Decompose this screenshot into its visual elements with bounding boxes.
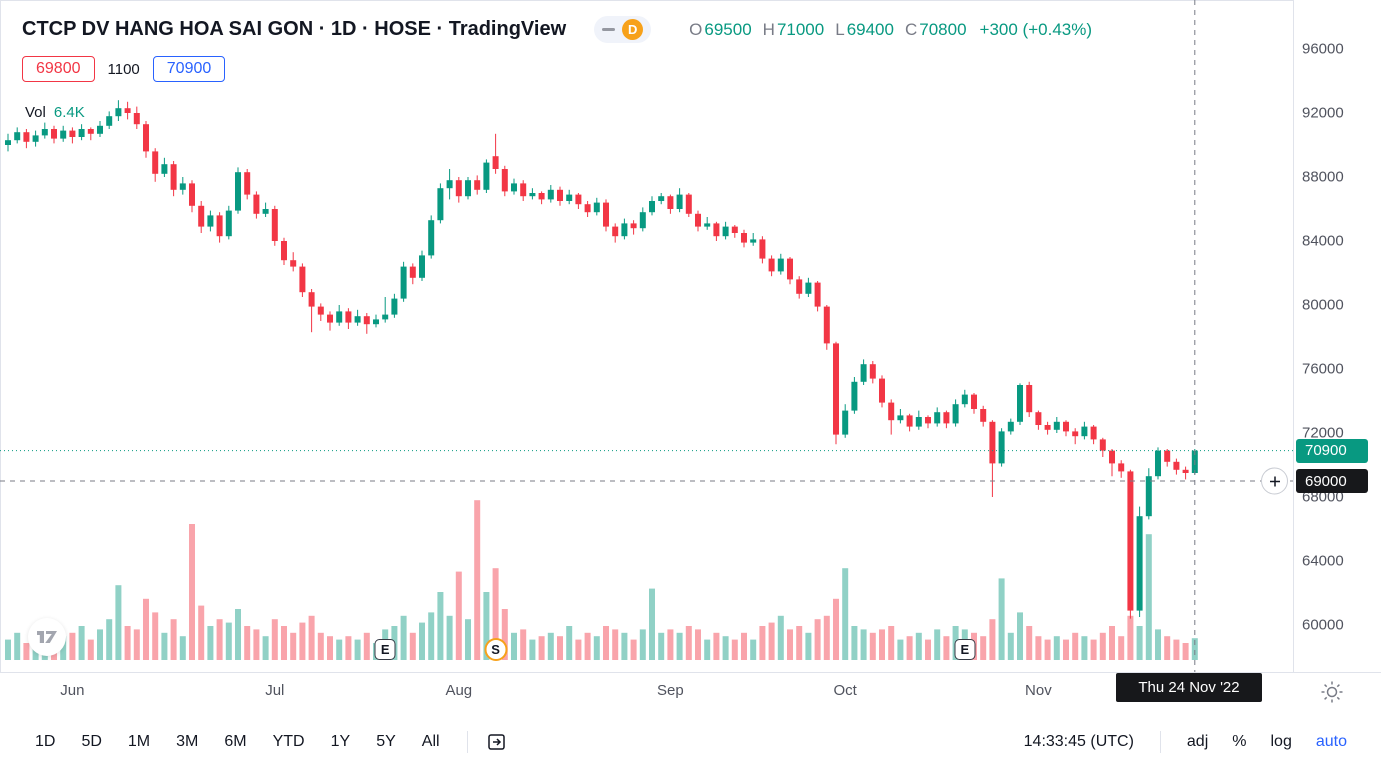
range-selector: 1D 5D 1M 3M 6M YTD 1Y 5Y All bbox=[22, 727, 453, 757]
volume-label[interactable]: Vol bbox=[25, 104, 46, 121]
divider bbox=[466, 731, 468, 753]
crosshair-date-badge: Thu 24 Nov '22 bbox=[1116, 673, 1262, 702]
tradingview-logo-glyph bbox=[37, 630, 57, 643]
ohlc-high: H 71000 bbox=[763, 20, 825, 40]
low-value: 69400 bbox=[846, 19, 894, 39]
close-label: C bbox=[904, 19, 918, 39]
range-5d[interactable]: 5D bbox=[81, 733, 102, 750]
range-1m[interactable]: 1M bbox=[127, 733, 151, 750]
price-tick: 64000 bbox=[1302, 552, 1344, 570]
price-chart-canvas[interactable] bbox=[0, 0, 1293, 672]
tradingview-logo[interactable] bbox=[28, 618, 66, 656]
high-label: H bbox=[762, 19, 775, 39]
ohlc-close: C 70800 bbox=[905, 20, 967, 40]
plus-icon bbox=[1269, 476, 1280, 486]
month-label-jul: Jul bbox=[265, 682, 285, 699]
earnings-marker[interactable]: E bbox=[954, 639, 976, 660]
settings-icon[interactable] bbox=[1318, 678, 1346, 706]
auto-toggle[interactable]: auto bbox=[1315, 733, 1347, 750]
range-5y[interactable]: 5Y bbox=[376, 733, 396, 750]
price-tick: 84000 bbox=[1302, 232, 1344, 250]
log-toggle[interactable]: log bbox=[1270, 733, 1292, 750]
interval-d-badge[interactable]: D bbox=[622, 19, 644, 40]
volume-value: 6.4K bbox=[53, 104, 85, 121]
split-marker[interactable]: S bbox=[484, 638, 508, 661]
ask-price[interactable]: 70900 bbox=[152, 56, 226, 82]
bid-price[interactable]: 69800 bbox=[22, 56, 95, 82]
month-label-jun: Jun bbox=[60, 682, 85, 699]
price-tick: 96000 bbox=[1302, 40, 1344, 58]
settings-sun-glyph bbox=[1321, 681, 1343, 703]
bottom-toolbar: 1D 5D 1M 3M 6M YTD 1Y 5Y All 14:33:45 (UTC) adj … bbox=[0, 714, 1381, 769]
range-6m[interactable]: 6M bbox=[224, 733, 247, 750]
price-tick: 92000 bbox=[1302, 104, 1344, 122]
go-to-date-glyph bbox=[487, 734, 505, 750]
range-all[interactable]: All bbox=[421, 733, 440, 750]
divider bbox=[1159, 731, 1161, 753]
crosshair-price-badge: 69000 bbox=[1296, 469, 1368, 493]
add-alert-plus-button[interactable] bbox=[1261, 467, 1288, 495]
price-tick: 76000 bbox=[1302, 360, 1344, 378]
range-1y[interactable]: 1Y bbox=[330, 733, 351, 750]
price-axis[interactable]: 96000 92000 88000 84000 80000 76000 72000 68000… bbox=[1293, 0, 1381, 672]
month-label-aug: Aug bbox=[445, 682, 473, 699]
minus-icon bbox=[602, 28, 616, 31]
earnings-marker[interactable]: E bbox=[374, 639, 396, 660]
legend-series-pill[interactable]: D bbox=[594, 16, 652, 43]
price-tick: 60000 bbox=[1302, 616, 1344, 634]
price-tick: 80000 bbox=[1302, 296, 1344, 314]
ohlc-low: L 69400 bbox=[835, 20, 894, 40]
toolbar-right: 14:33:45 (UTC) adj % log auto bbox=[1012, 727, 1359, 757]
volume-row: Vol 6.4K bbox=[25, 104, 85, 121]
range-ytd[interactable]: YTD bbox=[272, 733, 305, 750]
month-label-oct: Oct bbox=[833, 682, 857, 699]
range-1d[interactable]: 1D bbox=[35, 733, 56, 750]
price-tick: 88000 bbox=[1302, 168, 1344, 186]
volume-bars[interactable] bbox=[5, 500, 1198, 660]
bid-ask-row: 69800 1100 70900 bbox=[22, 56, 226, 82]
ohlc-open: O 69500 bbox=[689, 20, 752, 40]
adj-toggle[interactable]: adj bbox=[1186, 733, 1209, 750]
open-label: O bbox=[689, 19, 703, 39]
go-to-date-icon[interactable] bbox=[482, 727, 512, 757]
high-value: 71000 bbox=[776, 19, 825, 39]
low-label: L bbox=[835, 19, 845, 39]
symbol-title[interactable]: CTCP DV HANG HOA SAI GON · 1D · HOSE · T… bbox=[22, 18, 567, 40]
time-axis[interactable]: Jun Jul Aug Sep Oct Nov Thu 24 Nov '22 bbox=[0, 672, 1381, 715]
percent-toggle[interactable]: % bbox=[1232, 733, 1247, 750]
month-label-sep: Sep bbox=[657, 682, 684, 699]
price-tick: 72000 bbox=[1302, 424, 1344, 442]
legend-row: CTCP DV HANG HOA SAI GON · 1D · HOSE · T… bbox=[22, 16, 1092, 43]
month-label-nov: Nov bbox=[1025, 682, 1052, 699]
change-value: +300 (+0.43%) bbox=[979, 19, 1092, 39]
current-price-badge: 70900 bbox=[1296, 438, 1368, 463]
ohlc-legend: O 69500 H 71000 L 69400 C 70800 +300 (+0.43%… bbox=[689, 20, 1092, 40]
candles[interactable] bbox=[5, 100, 1198, 619]
open-value: 69500 bbox=[704, 19, 752, 39]
spread-value: 1100 bbox=[107, 60, 140, 78]
range-3m[interactable]: 3M bbox=[176, 733, 199, 750]
clock[interactable]: 14:33:45 (UTC) bbox=[1023, 733, 1134, 750]
close-value: 70800 bbox=[919, 19, 967, 39]
